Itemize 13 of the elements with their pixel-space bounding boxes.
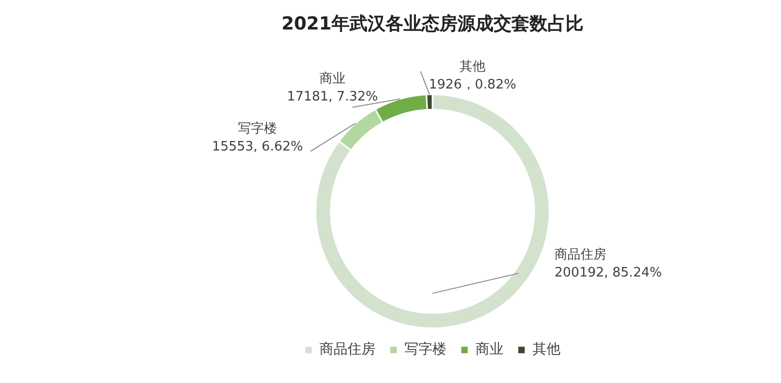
slice-label: 写字楼 [238,120,277,137]
data-label: 1926，0.82% [428,78,516,93]
legend-label: 写字楼 [404,342,446,358]
data-label: 17181, 7.32% [287,90,378,105]
legend-label: 商业 [476,342,504,358]
slice-label: 商业 [320,72,346,87]
slice-label: 其他 [460,60,486,75]
chart-title: 2021年武汉各业态房源成交套数占比 [281,13,584,34]
data-label: 15553, 6.62% [212,140,303,155]
slice-label: 商品住房 [554,246,606,263]
legend-label: 商品住房 [320,342,376,358]
legend-label: 其他 [532,342,560,358]
data-label: 200192, 85.24% [554,266,662,281]
